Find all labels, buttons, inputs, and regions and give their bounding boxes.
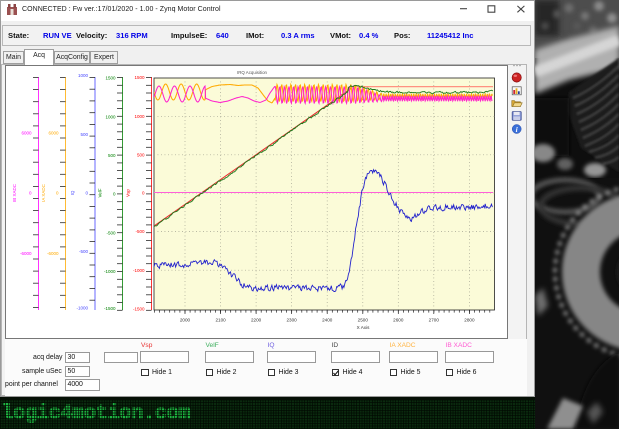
svg-text:1500: 1500 (134, 75, 145, 80)
svg-text:2200: 2200 (251, 318, 262, 323)
svg-text:2400: 2400 (322, 318, 333, 323)
svg-text:X Axis: X Axis (357, 325, 370, 330)
svg-text:500: 500 (80, 132, 88, 137)
svg-text:-500: -500 (79, 249, 89, 254)
svg-text:-1000: -1000 (133, 268, 145, 273)
svg-text:0: 0 (56, 191, 59, 196)
svg-text:2800: 2800 (464, 318, 475, 323)
svg-text:i: i (516, 125, 519, 134)
svg-text:2000: 2000 (180, 318, 191, 323)
svg-text:IB XADC: IB XADC (12, 183, 17, 202)
svg-text:-500: -500 (135, 229, 145, 234)
svg-text:-6000: -6000 (47, 251, 59, 256)
svg-text:VelF: VelF (98, 188, 103, 197)
svg-text:0: 0 (29, 191, 32, 196)
svg-text:IRQ Acquisition: IRQ Acquisition (237, 70, 268, 75)
svg-text:0: 0 (142, 191, 145, 196)
svg-text:Vsp: Vsp (126, 189, 131, 197)
svg-text:-500: -500 (106, 230, 116, 235)
svg-text:6000: 6000 (21, 131, 32, 136)
svg-text:1000: 1000 (134, 114, 145, 119)
svg-text:500: 500 (108, 153, 116, 158)
svg-text:-1500: -1500 (104, 306, 116, 311)
svg-text:2700: 2700 (429, 318, 440, 323)
svg-text:-1000: -1000 (104, 269, 116, 274)
svg-text:1000: 1000 (105, 115, 116, 120)
svg-text:2300: 2300 (286, 318, 297, 323)
svg-text:IQ: IQ (70, 190, 75, 195)
svg-text:IA XADC: IA XADC (41, 183, 46, 202)
svg-text:2600: 2600 (393, 318, 404, 323)
svg-text:0: 0 (113, 192, 116, 197)
svg-text:2500: 2500 (358, 318, 369, 323)
svg-text:6000: 6000 (48, 131, 59, 136)
svg-text:2100: 2100 (215, 318, 226, 323)
svg-text:-1000: -1000 (76, 306, 88, 311)
svg-text:-1500: -1500 (133, 306, 145, 311)
svg-text:0: 0 (85, 190, 88, 195)
svg-text:-6000: -6000 (20, 251, 32, 256)
svg-text:1500: 1500 (105, 75, 116, 80)
svg-text:500: 500 (137, 152, 145, 157)
svg-text:1000: 1000 (78, 73, 89, 78)
